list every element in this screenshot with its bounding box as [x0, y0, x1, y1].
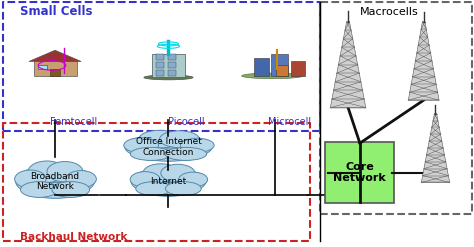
Ellipse shape [139, 183, 197, 196]
Ellipse shape [130, 172, 160, 187]
Ellipse shape [242, 73, 303, 79]
Ellipse shape [144, 75, 193, 80]
Ellipse shape [15, 170, 46, 188]
Ellipse shape [52, 182, 90, 197]
Polygon shape [330, 21, 366, 107]
FancyBboxPatch shape [156, 70, 164, 76]
Ellipse shape [179, 172, 208, 187]
Text: Broadband
Network: Broadband Network [30, 172, 80, 191]
FancyBboxPatch shape [38, 65, 47, 69]
Polygon shape [29, 50, 81, 62]
Ellipse shape [20, 182, 58, 197]
Text: Small Cells: Small Cells [19, 5, 92, 18]
Text: Microcell: Microcell [268, 117, 311, 127]
Ellipse shape [160, 131, 199, 148]
Text: Femtocell: Femtocell [50, 117, 98, 127]
Ellipse shape [25, 183, 86, 198]
FancyBboxPatch shape [275, 65, 288, 76]
Text: Office Internet
Connection: Office Internet Connection [136, 137, 201, 157]
FancyBboxPatch shape [254, 58, 269, 76]
Ellipse shape [47, 162, 83, 182]
FancyBboxPatch shape [271, 54, 288, 76]
Ellipse shape [53, 169, 94, 193]
Polygon shape [421, 114, 450, 183]
Ellipse shape [28, 161, 66, 183]
FancyBboxPatch shape [152, 54, 185, 78]
Ellipse shape [124, 138, 158, 153]
FancyBboxPatch shape [50, 69, 60, 76]
FancyBboxPatch shape [156, 62, 164, 68]
Ellipse shape [66, 171, 96, 187]
Text: Internet: Internet [150, 177, 187, 186]
Ellipse shape [165, 182, 201, 195]
Text: Macrocells: Macrocells [360, 7, 419, 17]
Ellipse shape [139, 130, 181, 148]
Ellipse shape [28, 167, 82, 198]
Text: Backhaul Network: Backhaul Network [19, 232, 127, 243]
Ellipse shape [136, 182, 172, 195]
Ellipse shape [143, 169, 194, 196]
Ellipse shape [161, 164, 195, 182]
FancyBboxPatch shape [156, 54, 164, 60]
Ellipse shape [125, 137, 173, 157]
Text: Core
Network: Core Network [333, 162, 386, 184]
FancyBboxPatch shape [325, 142, 394, 203]
FancyBboxPatch shape [168, 54, 176, 60]
FancyBboxPatch shape [168, 62, 176, 68]
Text: Picocell: Picocell [168, 117, 205, 127]
Ellipse shape [166, 137, 212, 157]
Ellipse shape [165, 147, 207, 161]
Ellipse shape [181, 138, 214, 152]
FancyBboxPatch shape [291, 62, 305, 76]
Ellipse shape [131, 170, 172, 192]
Ellipse shape [167, 171, 206, 191]
Ellipse shape [16, 169, 59, 193]
Ellipse shape [130, 147, 172, 161]
FancyBboxPatch shape [34, 62, 76, 76]
Ellipse shape [139, 135, 198, 161]
Polygon shape [408, 21, 439, 100]
Ellipse shape [135, 148, 202, 161]
Ellipse shape [143, 164, 179, 183]
FancyBboxPatch shape [168, 70, 176, 76]
